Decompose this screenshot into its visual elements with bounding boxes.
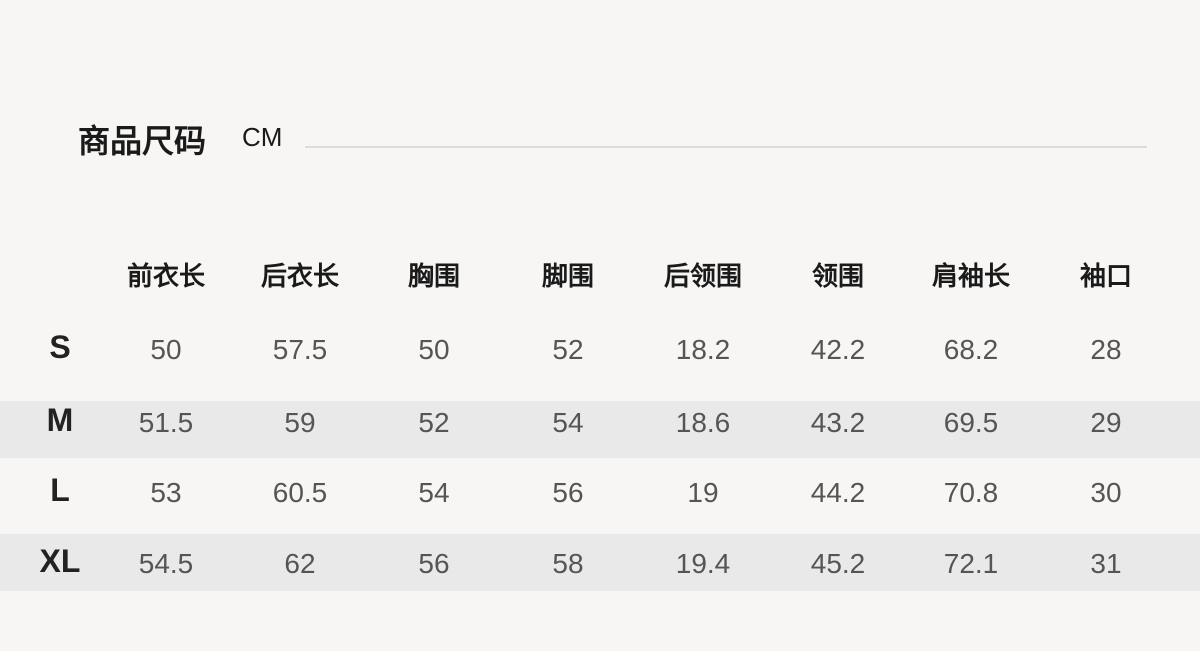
column-header: 袖口 bbox=[1079, 262, 1132, 292]
column-header: 肩袖长 bbox=[931, 262, 1010, 292]
table-cell: 51.5 bbox=[138, 407, 194, 438]
size-label: M bbox=[46, 402, 74, 438]
table-cell: 62 bbox=[284, 548, 316, 579]
size-label: L bbox=[50, 472, 70, 508]
table-cell: 30 bbox=[1090, 477, 1122, 508]
table-cell: 31 bbox=[1090, 548, 1122, 579]
table-cell: 56 bbox=[552, 477, 584, 508]
table-cell: 69.5 bbox=[943, 407, 999, 438]
table-cell: 58 bbox=[552, 548, 584, 579]
table-cell: 44.2 bbox=[810, 477, 866, 508]
table-cell: 19.4 bbox=[675, 548, 731, 579]
table-cell: 53 bbox=[150, 477, 182, 508]
table-cell: 54 bbox=[418, 477, 450, 508]
table-cell: 54 bbox=[552, 407, 584, 438]
column-header: 后衣长 bbox=[260, 262, 339, 292]
row-stripe bbox=[0, 534, 1200, 591]
table-cell: 70.8 bbox=[943, 477, 999, 508]
size-label: XL bbox=[39, 543, 81, 579]
column-header: 领围 bbox=[811, 262, 864, 292]
table-cell: 56 bbox=[418, 548, 450, 579]
table-cell: 43.2 bbox=[810, 407, 866, 438]
table-cell: 72.1 bbox=[943, 548, 999, 579]
row-stripe bbox=[0, 401, 1200, 458]
column-header: 后领围 bbox=[663, 262, 742, 292]
page-title: 商品尺码 bbox=[78, 122, 207, 160]
table-cell: 45.2 bbox=[810, 548, 866, 579]
column-header: 脚围 bbox=[541, 262, 594, 292]
table-cell: 18.2 bbox=[675, 334, 731, 365]
table-cell: 57.5 bbox=[272, 334, 328, 365]
table-cell: 42.2 bbox=[810, 334, 866, 365]
table-cell: 18.6 bbox=[675, 407, 731, 438]
column-header: 胸围 bbox=[407, 262, 460, 292]
size-label: S bbox=[49, 329, 71, 365]
unit-label: CM bbox=[242, 122, 283, 152]
table-cell: 59 bbox=[284, 407, 316, 438]
column-header: 前衣长 bbox=[126, 262, 205, 292]
table-cell: 60.5 bbox=[272, 477, 328, 508]
table-cell: 52 bbox=[418, 407, 450, 438]
table-cell: 68.2 bbox=[943, 334, 999, 365]
table-cell: 19 bbox=[687, 477, 719, 508]
table-cell: 29 bbox=[1090, 407, 1122, 438]
table-cell: 28 bbox=[1090, 334, 1122, 365]
title-divider bbox=[305, 146, 1147, 148]
table-cell: 52 bbox=[552, 334, 584, 365]
table-cell: 50 bbox=[150, 334, 182, 365]
table-cell: 50 bbox=[418, 334, 450, 365]
table-cell: 54.5 bbox=[138, 548, 194, 579]
